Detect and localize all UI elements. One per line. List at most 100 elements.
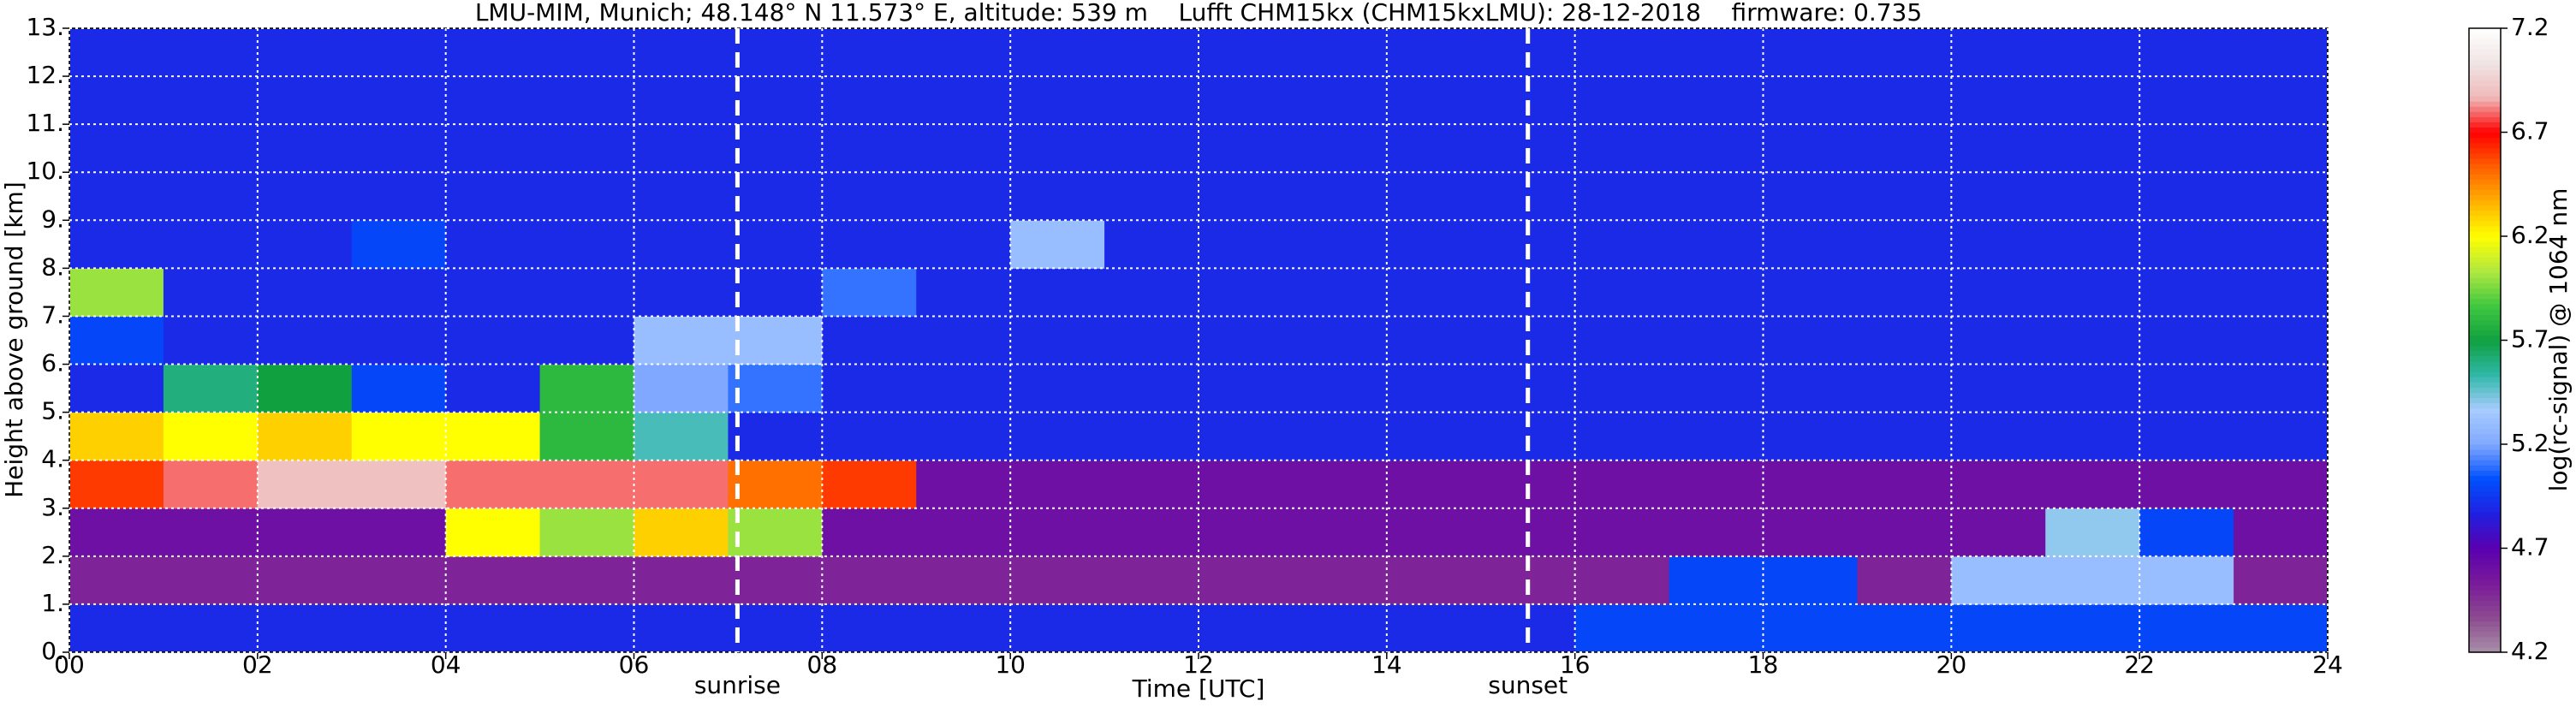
colorbar-swatch <box>2469 340 2501 347</box>
heatmap-cell <box>822 28 917 77</box>
colorbar-swatch <box>2469 579 2501 585</box>
heatmap-cell <box>916 268 1011 317</box>
heatmap-cell <box>2045 220 2140 269</box>
heatmap-cell <box>1763 316 1858 365</box>
heatmap-cell <box>2139 460 2234 509</box>
heatmap-cell <box>822 316 917 365</box>
heatmap-cell <box>1010 412 1105 461</box>
heatmap-cell <box>1104 76 1199 125</box>
heatmap-cell <box>539 268 634 317</box>
heatmap-cell <box>1010 28 1105 77</box>
heatmap-cell <box>1574 76 1670 125</box>
colorbar-swatch <box>2469 568 2501 575</box>
heatmap-cell <box>163 508 259 557</box>
colorbar-swatch <box>2469 480 2501 487</box>
heatmap-cell <box>2139 556 2234 605</box>
heatmap-cell <box>1292 508 1388 557</box>
colorbar-swatch <box>2469 74 2501 81</box>
heatmap-cell <box>257 28 353 77</box>
colorbar-swatch <box>2469 511 2501 518</box>
heatmap-cell <box>2139 28 2234 77</box>
heatmap-cell <box>1763 76 1858 125</box>
heatmap-cell <box>1951 508 2046 557</box>
heatmap-cell <box>1763 172 1858 221</box>
colorbar-swatch <box>2469 595 2501 601</box>
colorbar-swatch <box>2469 428 2501 435</box>
heatmap-cell <box>1574 28 1670 77</box>
colorbar-swatch <box>2469 215 2501 222</box>
heatmap-cell <box>2045 460 2140 509</box>
heatmap-cell <box>539 28 634 77</box>
heatmap-cell <box>822 124 917 173</box>
heatmap-cell <box>2139 268 2234 317</box>
colorbar-swatch <box>2469 142 2501 149</box>
heatmap-cell <box>822 508 917 557</box>
colorbar-swatch <box>2469 95 2501 102</box>
heatmap-cell <box>2045 268 2140 317</box>
heatmap-cell <box>2234 460 2329 509</box>
colorbar-swatch <box>2469 631 2501 638</box>
colorbar-swatch <box>2469 418 2501 425</box>
heatmap-cell <box>1199 556 1294 605</box>
heatmap-cell <box>1669 124 1764 173</box>
colorbar-swatch <box>2469 319 2501 325</box>
heatmap-cell <box>351 28 447 77</box>
colorbar-swatch <box>2469 621 2501 627</box>
colorbar-swatch <box>2469 169 2501 175</box>
heatmap-cell <box>2139 508 2234 557</box>
colorbar-swatch <box>2469 272 2501 279</box>
heatmap-cell <box>822 603 917 653</box>
colorbar-swatch <box>2469 573 2501 580</box>
heatmap-cell <box>257 124 353 173</box>
heatmap-cell <box>1763 364 1858 413</box>
y-axis-label: Height above ground [km] <box>0 181 28 498</box>
heatmap-cell <box>1857 364 1952 413</box>
heatmap-cell <box>1199 172 1294 221</box>
heatmap-cell <box>1292 364 1388 413</box>
heatmap-cell <box>822 556 917 605</box>
heatmap-cell <box>1669 220 1764 269</box>
heatmap-cell <box>728 220 823 269</box>
colorbar-swatch <box>2469 230 2501 237</box>
colorbar-swatch <box>2469 522 2501 528</box>
y-tick-label: 5. <box>41 397 64 425</box>
heatmap-cell <box>2234 412 2329 461</box>
y-tick-label: 9. <box>41 205 64 233</box>
heatmap-cell <box>1386 603 1482 653</box>
heatmap-cell <box>539 220 634 269</box>
heatmap-cell <box>1763 124 1858 173</box>
heatmap-cell <box>916 172 1011 221</box>
heatmap-cell <box>2139 603 2234 653</box>
heatmap-cell <box>2045 603 2140 653</box>
heatmap-cell <box>634 268 729 317</box>
colorbar-swatch <box>2469 303 2501 310</box>
colorbar-swatch <box>2469 163 2501 169</box>
x-axis-label: Time [UTC] <box>1132 674 1265 703</box>
heatmap-cell <box>2234 364 2329 413</box>
heatmap-cell <box>1104 316 1199 365</box>
heatmap-cell <box>2045 412 2140 461</box>
heatmap-cell <box>728 316 823 365</box>
heatmap-cell <box>916 76 1011 125</box>
heatmap-cell <box>445 268 541 317</box>
heatmap-cell <box>728 172 823 221</box>
heatmap-cell <box>2234 220 2329 269</box>
heatmap-cell <box>351 412 447 461</box>
heatmap-cell <box>1857 172 1952 221</box>
heatmap-cell <box>1199 124 1294 173</box>
heatmap-cell <box>163 76 259 125</box>
heatmap-cell <box>445 603 541 653</box>
heatmap-cell <box>1574 172 1670 221</box>
colorbar-swatch <box>2469 382 2501 388</box>
heatmap-cell <box>1763 28 1858 77</box>
colorbar-swatch <box>2469 194 2501 201</box>
heatmap-cell <box>916 316 1011 365</box>
heatmap-cell <box>728 268 823 317</box>
heatmap-cell <box>728 364 823 413</box>
colorbar-swatch <box>2469 111 2501 117</box>
colorbar-swatch <box>2469 360 2501 367</box>
heatmap-cell <box>2234 603 2329 653</box>
heatmap-cell <box>1669 28 1764 77</box>
colorbar-swatch <box>2469 501 2501 508</box>
heatmap-cell <box>1010 220 1105 269</box>
